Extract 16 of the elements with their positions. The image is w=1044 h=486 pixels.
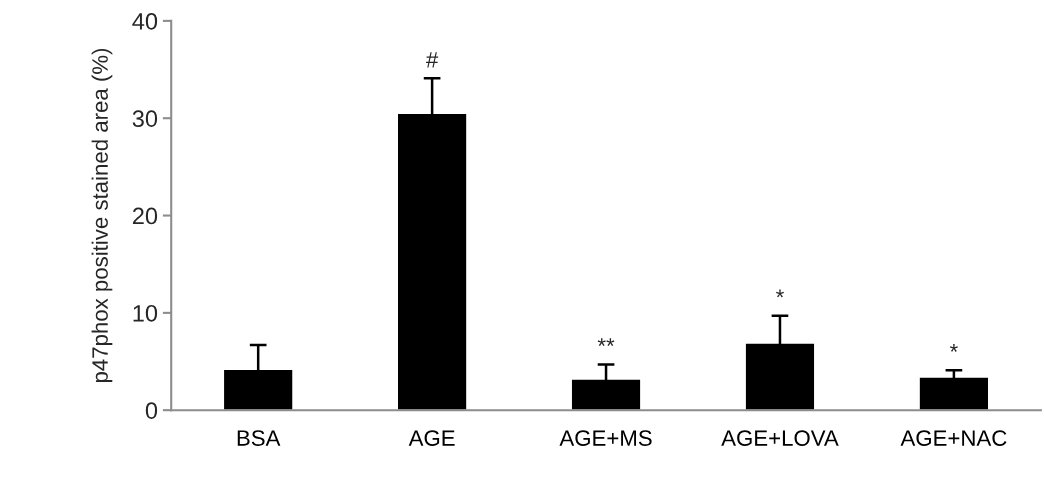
- data-label: **: [597, 338, 615, 347]
- x-tick-label: AGE+MS: [559, 430, 652, 446]
- y-axis-title: p47phox positive stained area (%): [91, 48, 113, 383]
- x-tick-label: AGE+LOVA: [721, 430, 839, 446]
- data-label: *: [949, 344, 958, 352]
- x-tick-label: AGE+NAC: [900, 430, 1007, 446]
- x-tick-label: AGE: [408, 430, 455, 446]
- y-tick-label: 20: [132, 207, 158, 225]
- y-tick-label: 0: [145, 402, 158, 419]
- bar: [918, 376, 990, 411]
- y-tick-label: 10: [133, 304, 158, 322]
- y-tick-label: 40: [132, 12, 158, 30]
- y-tick-label: 30: [132, 110, 158, 128]
- x-tick-label: BSA: [237, 430, 281, 446]
- data-label: #: [426, 52, 439, 68]
- data-label: *: [776, 289, 784, 298]
